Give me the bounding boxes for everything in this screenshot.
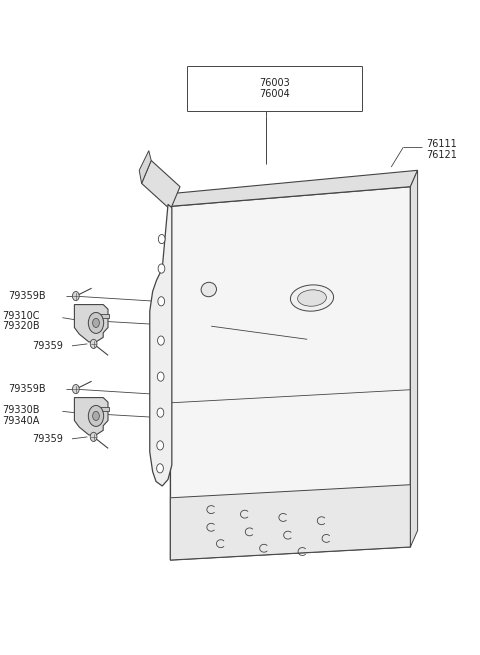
Polygon shape: [74, 305, 108, 342]
Circle shape: [90, 339, 97, 348]
Polygon shape: [150, 204, 172, 486]
Text: 79310C: 79310C: [2, 311, 40, 322]
Polygon shape: [142, 160, 180, 210]
Ellipse shape: [201, 282, 216, 297]
Circle shape: [72, 291, 79, 301]
Circle shape: [72, 384, 79, 394]
Polygon shape: [170, 187, 410, 560]
Circle shape: [157, 372, 164, 381]
Text: 79330B: 79330B: [2, 405, 40, 415]
Text: 79320B: 79320B: [2, 321, 40, 331]
Polygon shape: [74, 398, 108, 435]
Text: 76004: 76004: [260, 88, 290, 99]
Circle shape: [156, 464, 163, 473]
Circle shape: [157, 441, 164, 450]
Circle shape: [158, 234, 165, 244]
Ellipse shape: [298, 290, 326, 307]
Circle shape: [88, 312, 104, 333]
Ellipse shape: [290, 285, 334, 311]
Text: 79340A: 79340A: [2, 415, 40, 426]
Circle shape: [158, 264, 165, 273]
Circle shape: [93, 318, 99, 328]
Circle shape: [158, 297, 165, 306]
Circle shape: [157, 408, 164, 417]
Circle shape: [90, 432, 97, 441]
Text: 79359B: 79359B: [9, 384, 46, 394]
Polygon shape: [96, 407, 109, 411]
Polygon shape: [170, 485, 410, 560]
Polygon shape: [96, 314, 109, 318]
Text: 79359: 79359: [33, 434, 63, 444]
Text: 76111: 76111: [426, 139, 457, 149]
Text: 79359B: 79359B: [9, 291, 46, 301]
Text: 76121: 76121: [426, 149, 457, 160]
Polygon shape: [170, 170, 418, 206]
Text: 76003: 76003: [260, 78, 290, 88]
Circle shape: [93, 411, 99, 421]
Text: 79359: 79359: [33, 341, 63, 351]
Polygon shape: [410, 170, 418, 547]
Circle shape: [88, 405, 104, 426]
Circle shape: [157, 336, 164, 345]
Polygon shape: [139, 151, 151, 183]
